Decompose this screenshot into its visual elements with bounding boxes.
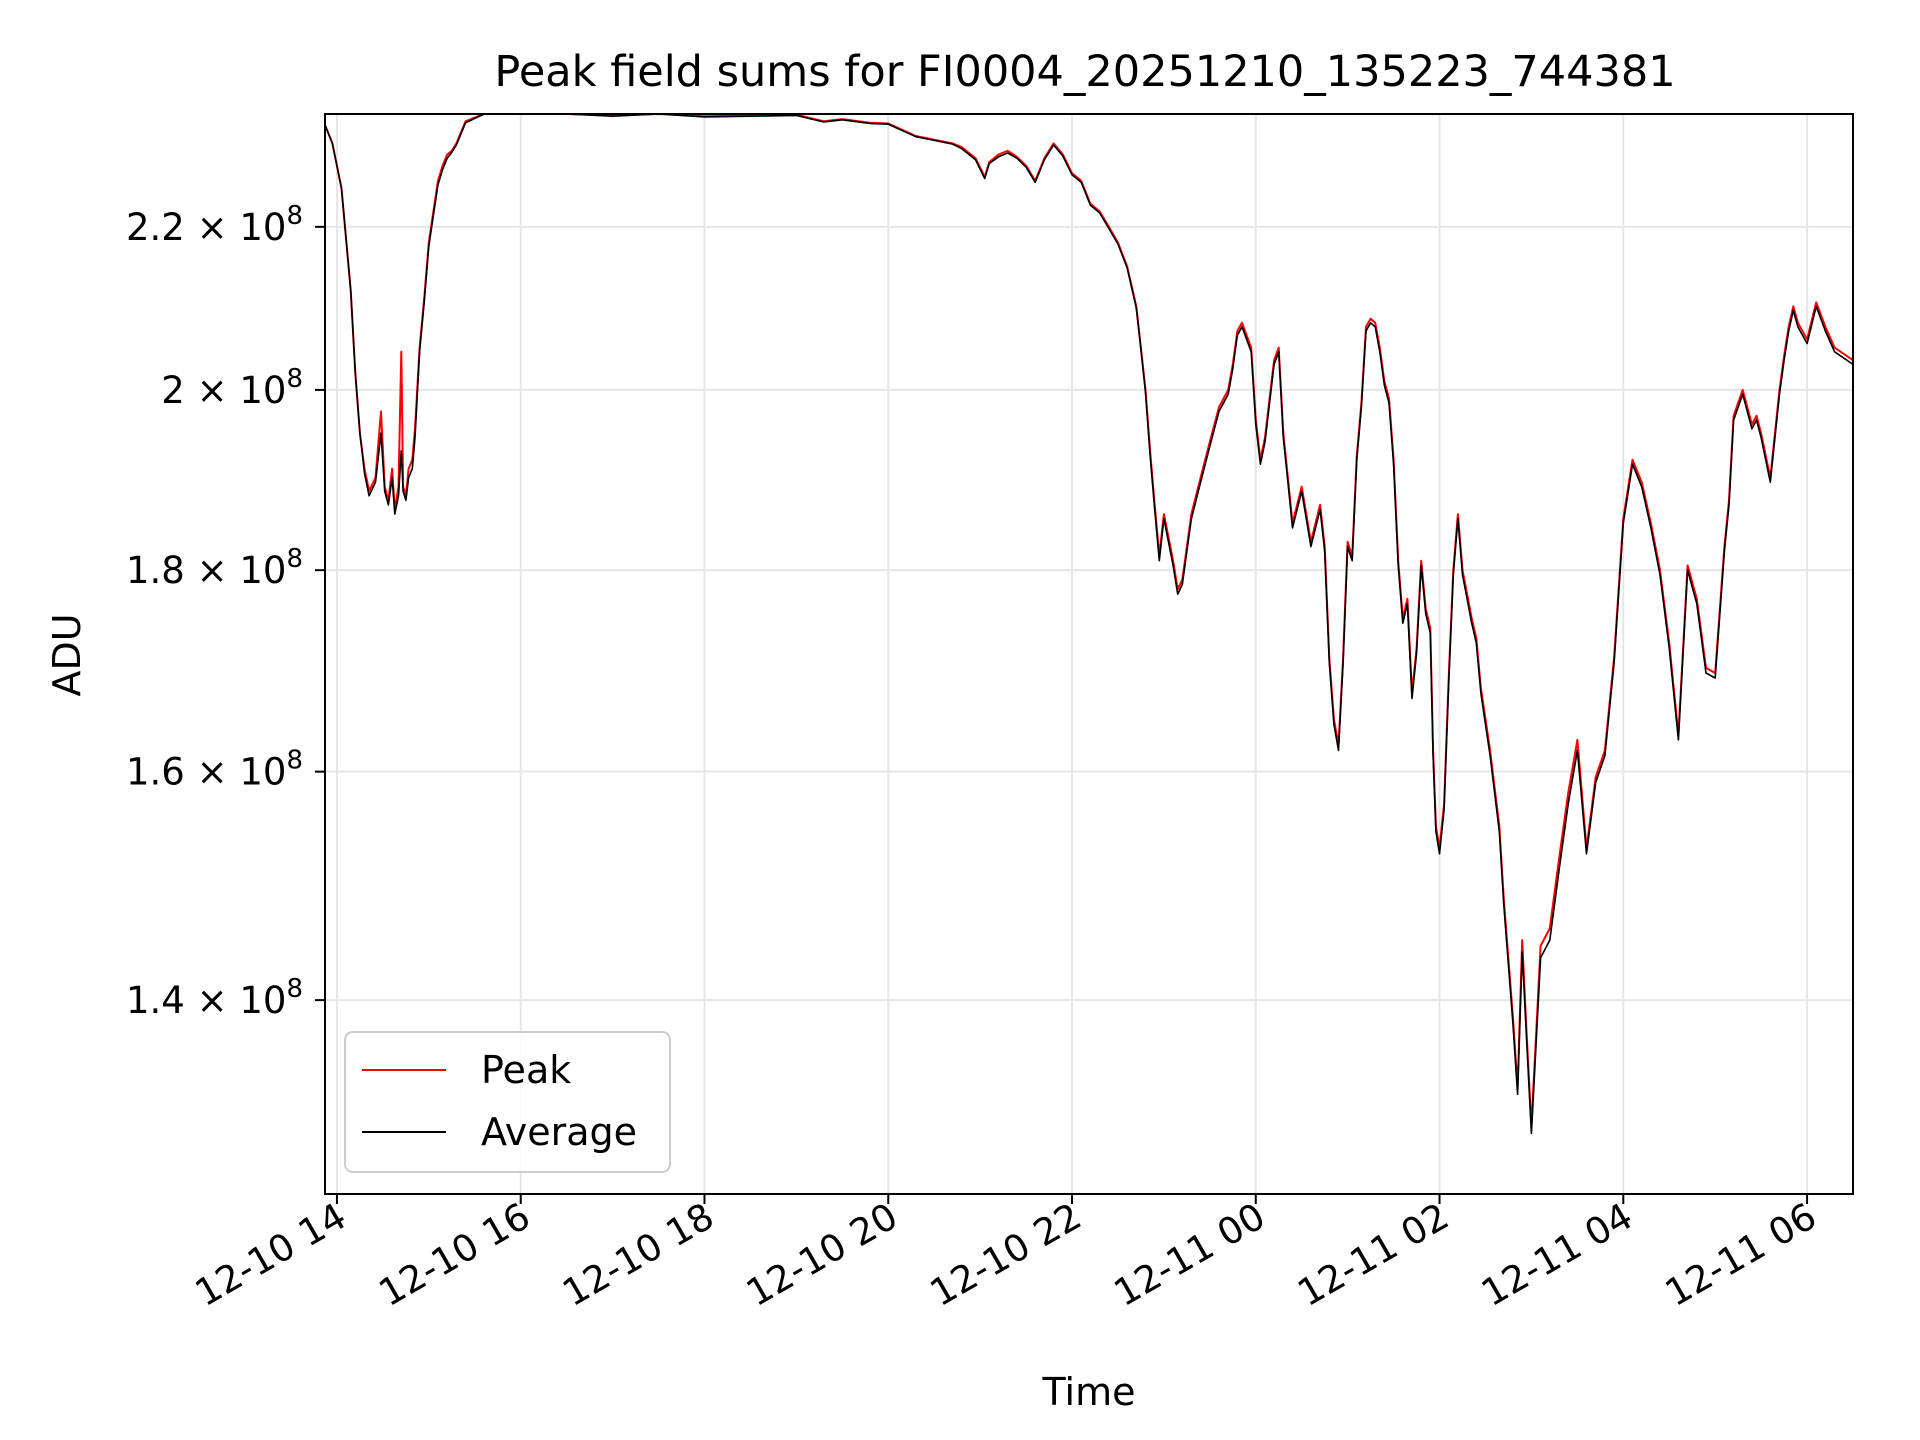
y-tick-label: 1.6 × 108 <box>126 746 303 794</box>
legend: Peak Average <box>344 1031 671 1173</box>
y-tick-label: 1.4 × 108 <box>126 974 303 1022</box>
gridlines <box>325 114 1853 1194</box>
series-line-average <box>324 113 1854 1135</box>
chart-title: Peak field sums for FI0004_20251210_1352… <box>494 47 1675 97</box>
series-lines <box>324 113 1854 1135</box>
x-axis-label: Time <box>1042 1370 1136 1414</box>
legend-box <box>344 1031 671 1173</box>
plot-area <box>325 114 1853 1194</box>
y-tick-label: 2.2 × 108 <box>126 201 303 249</box>
legend-peak-label: Peak <box>481 1048 571 1092</box>
y-tick-label: 2 × 108 <box>161 364 303 412</box>
legend-average-label: Average <box>481 1110 637 1154</box>
plot-frame <box>324 113 1854 1195</box>
y-axis-ticks: 1.4 × 108 1.6 × 108 1.8 × 108 2 × 108 2.2 × … <box>126 201 325 1022</box>
y-axis-label: ADU <box>45 613 89 696</box>
y-tick-label: 1.8 × 108 <box>126 544 303 592</box>
